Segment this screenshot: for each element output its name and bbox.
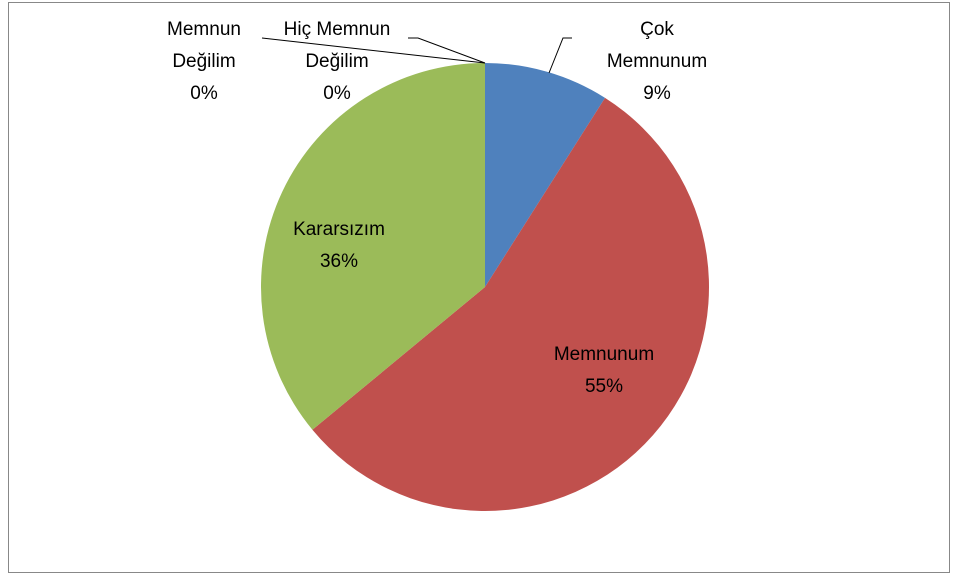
category-label: Memnun Değilim (167, 19, 241, 72)
data-label: Kararsızım 36% (259, 214, 419, 278)
pie-slice (312, 97, 710, 511)
pie-slice (485, 63, 606, 287)
data-label: Memnunum 55% (524, 339, 684, 403)
leader-line (408, 37, 486, 64)
category-label: Memnunum (553, 344, 655, 365)
category-label: Kararsızım (293, 219, 385, 240)
leader-line (261, 37, 486, 64)
value-label: 36% (319, 251, 359, 272)
leader-line (548, 37, 572, 74)
pie (261, 63, 710, 511)
data-label: Memnun Değilim 0% (149, 14, 259, 110)
category-label: Hiç Memnun Değilim (283, 19, 391, 72)
value-label: 55% (584, 376, 624, 397)
data-label: Hiç Memnun Değilim 0% (282, 14, 392, 110)
pie-slice (261, 63, 485, 430)
value-label: 0% (323, 83, 351, 104)
value-label: 9% (643, 83, 671, 104)
value-label: 0% (190, 83, 218, 104)
category-label: Çok Memnunum (606, 19, 708, 72)
data-label: Çok Memnunum 9% (592, 14, 722, 110)
